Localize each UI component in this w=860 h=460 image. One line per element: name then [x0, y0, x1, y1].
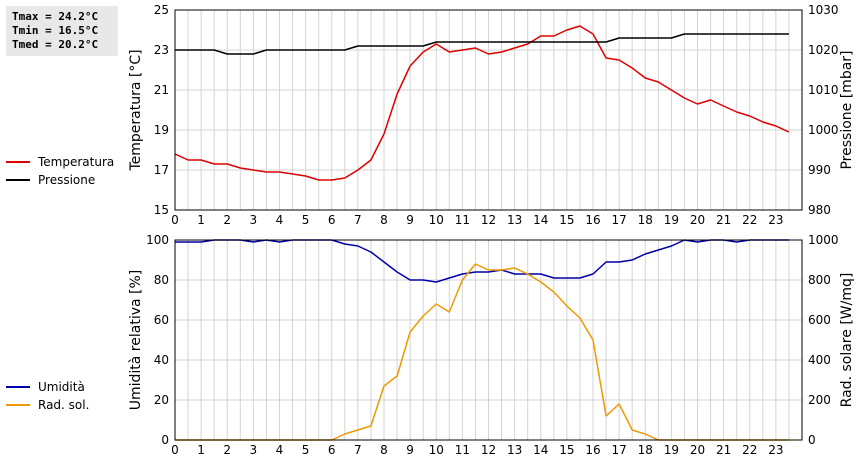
tmed-text: Tmed = 20.2°C: [12, 38, 99, 51]
chart-1-x-tick-label: 4: [276, 443, 284, 457]
chart-0-series-line-1: [175, 33, 789, 55]
chart-1-x-tick-label: 3: [250, 443, 258, 457]
chart-1-x-tick-label: 0: [171, 443, 179, 457]
chart-1-series-line-0: [175, 239, 789, 283]
chart-1-x-tick-label: 9: [406, 443, 414, 457]
chart-0-x-tick-label: 3: [250, 213, 258, 227]
humidity-radiation-panel: 0 1 2 3 4 5 6 7 8 9 10 11 12 13 14 15 16 17 18 19 20 21 22 2302…: [6, 233, 855, 457]
chart-1-series-line-1: [175, 263, 789, 441]
chart-0-y-tick-label: 19: [154, 123, 169, 137]
chart-1-x-tick-label: 22: [742, 443, 757, 457]
chart-1-x-tick-label: 21: [716, 443, 731, 457]
chart-0-x-tick-label: 23: [768, 213, 783, 227]
chart-1-x-tick-label: 8: [380, 443, 388, 457]
tmin-text: Tmin = 16.5°C: [12, 24, 99, 37]
chart-0-x-tick-label: 1: [197, 213, 205, 227]
chart-1-y2-tick-label: 800: [808, 273, 831, 287]
chart-1-x-tick-label: 12: [481, 443, 496, 457]
chart-0-legend-label-1: Pressione: [38, 173, 95, 187]
chart-1-x-tick-label: 11: [455, 443, 470, 457]
tmax-text: Tmax = 24.2°C: [12, 10, 99, 23]
chart-1-x-tick-label: 16: [585, 443, 600, 457]
chart-0-x-tick-label: 10: [429, 213, 444, 227]
chart-1-y-tick-label: 40: [154, 353, 169, 367]
chart-1-x-tick-label: 5: [302, 443, 310, 457]
chart-0-x-tick-label: 13: [507, 213, 522, 227]
chart-1-y-tick-label: 0: [161, 433, 169, 447]
chart-0-x-tick-label: 2: [223, 213, 231, 227]
chart-1-x-tick-label: 19: [664, 443, 679, 457]
chart-0-x-tick-label: 18: [638, 213, 653, 227]
chart-1-x-tick-label: 17: [611, 443, 626, 457]
chart-0-x-tick-label: 11: [455, 213, 470, 227]
chart-1-y2-tick-label: 400: [808, 353, 831, 367]
chart-0-y2-tick-label: 1030: [808, 3, 839, 17]
chart-0-x-tick-label: 19: [664, 213, 679, 227]
chart-0-x-tick-label: 6: [328, 213, 336, 227]
chart-1-y-tick-label: 100: [146, 233, 169, 247]
chart-1-x-tick-label: 7: [354, 443, 362, 457]
chart-1-y2-tick-label: 200: [808, 393, 831, 407]
chart-1-y-axis-title: Umidità relativa [%]: [128, 270, 144, 411]
chart-1-x-tick-label: 2: [223, 443, 231, 457]
chart-0-plot-frame: [174, 9, 803, 211]
chart-0-y-tick-label: 25: [154, 3, 169, 17]
chart-0-x-tick-label: 8: [380, 213, 388, 227]
chart-0-x-tick-label: 0: [171, 213, 179, 227]
chart-1-plot-frame: [174, 239, 803, 441]
chart-1-y2-tick-label: 600: [808, 313, 831, 327]
chart-0-x-tick-label: 22: [742, 213, 757, 227]
chart-1-y-tick-label: 20: [154, 393, 169, 407]
chart-1-y2-tick-label: 0: [808, 433, 816, 447]
chart-1-x-tick-label: 14: [533, 443, 548, 457]
chart-0-x-tick-label: 21: [716, 213, 731, 227]
chart-1-y-tick-label: 80: [154, 273, 169, 287]
chart-0-legend-label-0: Temperatura: [37, 155, 114, 169]
chart-0-y-tick-label: 17: [154, 163, 169, 177]
chart-0-y-tick-label: 15: [154, 203, 169, 217]
chart-1-x-tick-label: 20: [690, 443, 705, 457]
chart-0-y2-tick-label: 1000: [808, 123, 839, 137]
chart-1-x-tick-label: 13: [507, 443, 522, 457]
chart-1-x-tick-label: 23: [768, 443, 783, 457]
chart-0-y2-tick-label: 990: [808, 163, 831, 177]
chart-0-y2-axis-title: Pressione [mbar]: [839, 50, 855, 169]
chart-1-x-tick-label: 1: [197, 443, 205, 457]
chart-0-y2-tick-label: 980: [808, 203, 831, 217]
chart-0-x-tick-label: 17: [611, 213, 626, 227]
chart-0-x-tick-label: 4: [276, 213, 284, 227]
chart-1-x-tick-label: 18: [638, 443, 653, 457]
chart-0-x-tick-label: 7: [354, 213, 362, 227]
chart-1-legend-label-1: Rad. sol.: [38, 398, 89, 412]
chart-0-y-tick-label: 21: [154, 83, 169, 97]
chart-1-x-tick-label: 6: [328, 443, 336, 457]
chart-1-y2-tick-label: 1000: [808, 233, 839, 247]
temperature-pressure-panel: 0 1 2 3 4 5 6 7 8 9 10 11 12 13 14 15 16 17 18 19 20 21 22 2315…: [6, 3, 855, 227]
chart-1-y2-axis-title: Rad. solare [W/mq]: [839, 273, 855, 408]
chart-1-x-tick-label: 10: [429, 443, 444, 457]
chart-0-x-tick-label: 15: [559, 213, 574, 227]
chart-1-y-tick-label: 60: [154, 313, 169, 327]
chart-0-y-tick-label: 23: [154, 43, 169, 57]
chart-1-x-tick-label: 15: [559, 443, 574, 457]
chart-1-legend-label-0: Umidità: [38, 380, 85, 394]
chart-0-y-axis-title: Temperatura [°C]: [128, 49, 144, 171]
chart-0-x-tick-label: 9: [406, 213, 414, 227]
stats-box: Tmax = 24.2°C Tmin = 16.5°C Tmed = 20.2°…: [6, 6, 118, 56]
chart-0-x-tick-label: 16: [585, 213, 600, 227]
chart-0-x-tick-label: 20: [690, 213, 705, 227]
chart-0-y2-tick-label: 1020: [808, 43, 839, 57]
chart-0-x-tick-label: 14: [533, 213, 548, 227]
chart-0-y2-tick-label: 1010: [808, 83, 839, 97]
chart-0-series-line-0: [174, 25, 790, 181]
chart-0-x-tick-label: 5: [302, 213, 310, 227]
chart-0-x-tick-label: 12: [481, 213, 496, 227]
